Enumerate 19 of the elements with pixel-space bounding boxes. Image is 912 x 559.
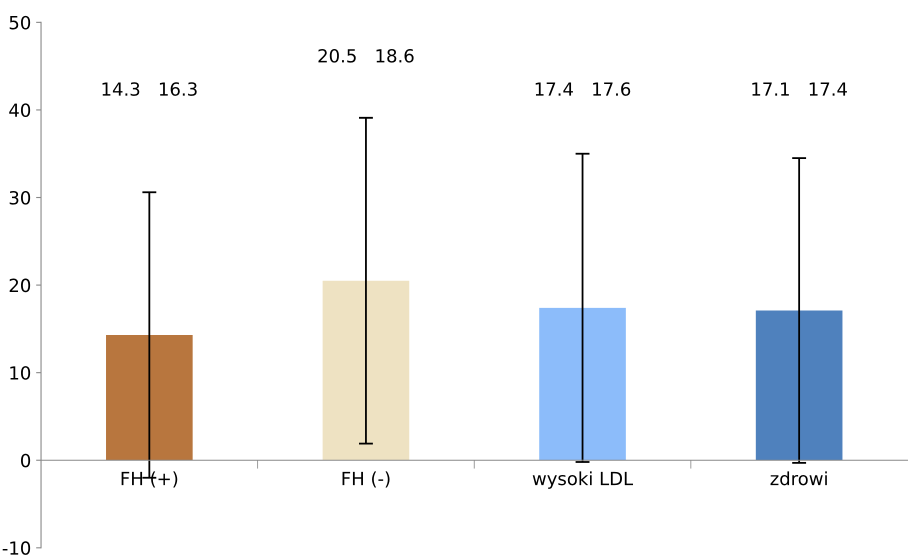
x-tick-label: FH (-)	[342, 471, 390, 488]
y-tick-label: 20	[10, 278, 30, 292]
x-tick-label: wysoki LDL	[532, 471, 634, 489]
x-tick-label: zdrowi	[770, 471, 827, 486]
y-tick-label: 50	[10, 16, 30, 30]
y-tick-label: -10	[2, 541, 30, 555]
annotation: 17.1 17.4	[752, 82, 847, 96]
bar	[106, 335, 193, 460]
x-tick-label: FH (+)	[122, 471, 178, 488]
annotation: 14.3 16.3	[102, 82, 197, 96]
y-tick-label: 10	[10, 366, 30, 380]
bar	[756, 310, 842, 460]
annotation: 17.4 17.6	[536, 82, 630, 96]
annotation: 20.5 18.6	[318, 48, 414, 63]
y-tick-label: 30	[10, 190, 30, 205]
y-tick-label: 0	[21, 454, 30, 468]
bar	[539, 308, 626, 460]
bar	[322, 280, 410, 460]
y-tick-label: 40	[9, 103, 30, 118]
